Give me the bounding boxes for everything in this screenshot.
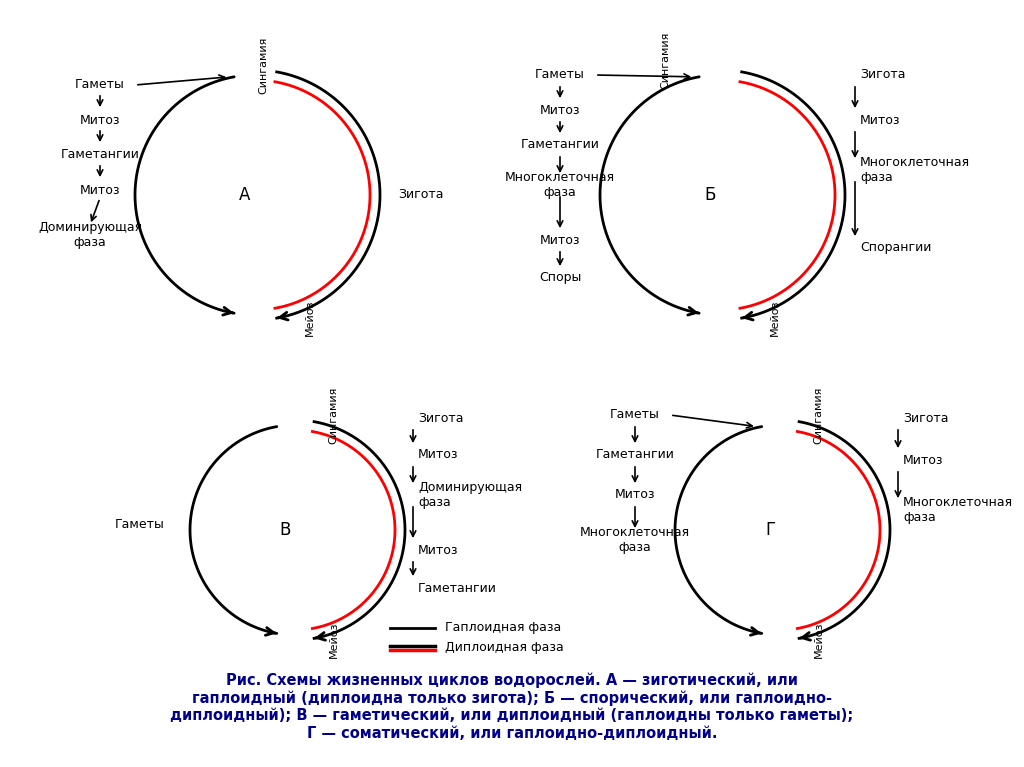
Text: Сингамия: Сингамия xyxy=(660,31,670,89)
Text: диплоидный); В — гаметический, или диплоидный (гаплоидны только гаметы);: диплоидный); В — гаметический, или дипло… xyxy=(170,709,854,723)
Text: Зигота: Зигота xyxy=(398,189,443,202)
Text: Митоз: Митоз xyxy=(80,114,120,127)
Text: Митоз: Митоз xyxy=(418,449,459,462)
Text: Многоклеточная
фаза: Многоклеточная фаза xyxy=(860,156,970,184)
Text: Митоз: Митоз xyxy=(80,183,120,196)
Text: Гаметы: Гаметы xyxy=(536,68,585,81)
Text: Б: Б xyxy=(705,186,716,204)
Text: Гаметангии: Гаметангии xyxy=(520,139,599,152)
Text: Гаметы: Гаметы xyxy=(115,518,165,532)
Text: Гаметы: Гаметы xyxy=(610,409,659,422)
Text: Сингамия: Сингамия xyxy=(813,387,823,443)
Text: Сингамия: Сингамия xyxy=(258,36,268,94)
Text: Митоз: Митоз xyxy=(614,489,655,502)
Text: Спорангии: Спорангии xyxy=(860,242,932,255)
Text: Мейоз: Мейоз xyxy=(770,299,780,336)
Text: Многоклеточная
фаза: Многоклеточная фаза xyxy=(903,496,1013,524)
Text: Доминирующая
фаза: Доминирующая фаза xyxy=(418,481,522,509)
Text: В: В xyxy=(280,521,291,539)
Text: Г: Г xyxy=(765,521,775,539)
Text: Сингамия: Сингамия xyxy=(328,387,338,443)
Text: Гаметангии: Гаметангии xyxy=(596,449,675,462)
Text: Гаметангии: Гаметангии xyxy=(418,581,497,594)
Text: Диплоидная фаза: Диплоидная фаза xyxy=(445,641,564,654)
Text: Митоз: Митоз xyxy=(860,114,900,127)
Text: Споры: Споры xyxy=(539,272,582,285)
Text: Мейоз: Мейоз xyxy=(814,621,824,657)
Text: Гаметангии: Гаметангии xyxy=(60,149,139,162)
Text: Зигота: Зигота xyxy=(860,68,905,81)
Text: А: А xyxy=(240,186,251,204)
Text: Мейоз: Мейоз xyxy=(305,299,315,336)
Text: Рис. Схемы жизненных циклов водорослей. А — зиготический, или: Рис. Схемы жизненных циклов водорослей. … xyxy=(226,672,798,688)
Text: Митоз: Митоз xyxy=(418,544,459,557)
Text: Зигота: Зигота xyxy=(903,412,948,424)
Text: Доминирующая
фаза: Доминирующая фаза xyxy=(38,221,142,249)
Text: Мейоз: Мейоз xyxy=(329,621,339,657)
Text: Митоз: Митоз xyxy=(903,453,943,466)
Text: Многоклеточная
фаза: Многоклеточная фаза xyxy=(505,171,615,199)
Text: Многоклеточная
фаза: Многоклеточная фаза xyxy=(580,526,690,554)
Text: Гаплоидная фаза: Гаплоидная фаза xyxy=(445,621,561,634)
Text: Гаметы: Гаметы xyxy=(75,78,125,91)
Text: гаплоидный (диплоидна только зигота); Б — спорический, или гаплоидно-: гаплоидный (диплоидна только зигота); Б … xyxy=(193,690,831,706)
Text: Зигота: Зигота xyxy=(418,412,464,424)
Text: Митоз: Митоз xyxy=(540,104,581,117)
Text: Г — соматический, или гаплоидно-диплоидный.: Г — соматический, или гаплоидно-диплоидн… xyxy=(307,726,717,742)
Text: Митоз: Митоз xyxy=(540,233,581,246)
